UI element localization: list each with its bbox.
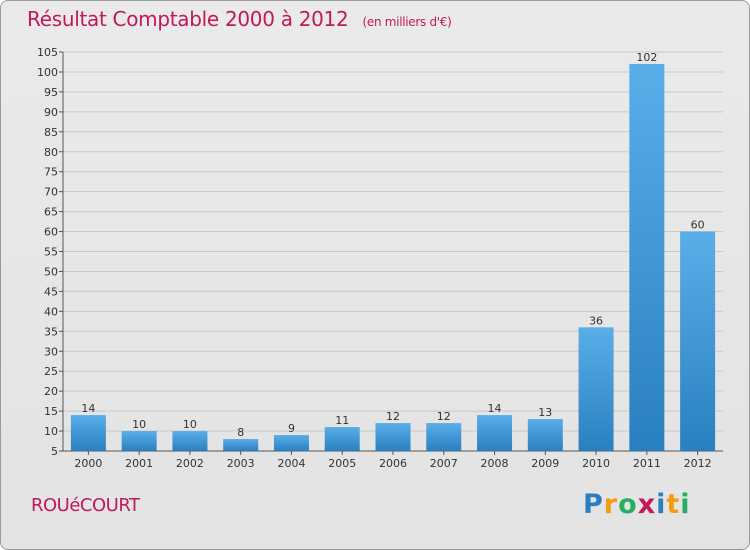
- bar-value-label: 12: [437, 410, 451, 423]
- chart-title: Résultat Comptable 2000 à 2012 (en milli…: [27, 7, 452, 35]
- y-tick-label: 100: [37, 66, 58, 79]
- x-tick-label: 2001: [125, 457, 153, 470]
- y-tick-label: 90: [44, 106, 58, 119]
- bar: [273, 435, 309, 451]
- x-tick-label: 2003: [227, 457, 255, 470]
- bar-value-label: 12: [386, 410, 400, 423]
- bar: [121, 431, 157, 451]
- x-tick-label: 2006: [379, 457, 407, 470]
- bar-value-label: 14: [81, 402, 95, 415]
- title-unit: (en milliers d'€): [362, 15, 452, 29]
- bar-value-label: 14: [488, 402, 502, 415]
- y-tick-label: 55: [44, 246, 58, 259]
- proxiti-logo: Proxiti: [583, 489, 691, 520]
- y-tick-label: 5: [51, 445, 58, 458]
- bar-value-label: 102: [636, 51, 657, 64]
- x-tick-label: 2010: [582, 457, 610, 470]
- y-tick-label: 75: [44, 166, 58, 179]
- y-tick-label: 105: [37, 46, 58, 59]
- x-tick-label: 2004: [277, 457, 305, 470]
- bar: [527, 419, 563, 451]
- bar: [172, 431, 208, 451]
- y-tick-label: 25: [44, 365, 58, 378]
- y-tick-label: 45: [44, 285, 58, 298]
- bar-value-label: 11: [335, 414, 349, 427]
- y-tick-label: 70: [44, 186, 58, 199]
- x-tick-label: 2008: [481, 457, 509, 470]
- bar: [578, 327, 614, 451]
- bar-value-label: 13: [538, 406, 552, 419]
- bar: [680, 231, 716, 451]
- x-tick-label: 2005: [328, 457, 356, 470]
- bar: [70, 415, 106, 451]
- x-tick-label: 2000: [74, 457, 102, 470]
- title-text: Résultat Comptable 2000 à 2012: [27, 7, 349, 31]
- bar-value-label: 60: [691, 219, 705, 232]
- y-tick-label: 50: [44, 265, 58, 278]
- x-tick-label: 2009: [531, 457, 559, 470]
- bar: [629, 63, 665, 451]
- y-tick-label: 40: [44, 305, 58, 318]
- y-tick-label: 60: [44, 226, 58, 239]
- y-tick-label: 30: [44, 345, 58, 358]
- y-tick-label: 65: [44, 206, 58, 219]
- town-name: ROUéCOURT: [31, 495, 140, 516]
- y-tick-label: 95: [44, 86, 58, 99]
- bar-value-label: 36: [589, 314, 603, 327]
- bar-value-label: 10: [183, 418, 197, 431]
- x-tick-label: 2007: [430, 457, 458, 470]
- bar: [477, 415, 513, 451]
- y-tick-label: 10: [44, 425, 58, 438]
- bar-value-label: 10: [132, 418, 146, 431]
- y-tick-label: 20: [44, 385, 58, 398]
- bar: [324, 427, 360, 451]
- bar-value-label: 8: [237, 426, 244, 439]
- y-tick-label: 35: [44, 325, 58, 338]
- bar: [223, 439, 259, 451]
- y-tick-label: 85: [44, 126, 58, 139]
- y-tick-label: 15: [44, 405, 58, 418]
- x-tick-label: 2011: [633, 457, 661, 470]
- y-tick-label: 80: [44, 146, 58, 159]
- x-tick-label: 2012: [684, 457, 712, 470]
- bar: [375, 423, 411, 451]
- bar-value-label: 9: [288, 422, 295, 435]
- x-tick-label: 2002: [176, 457, 204, 470]
- bar: [426, 423, 462, 451]
